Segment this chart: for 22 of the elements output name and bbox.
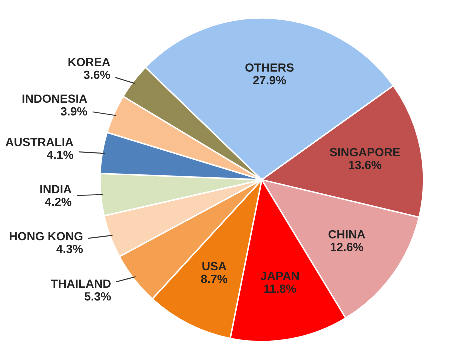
data-label: 13.6% [349, 160, 382, 170]
slice-label: INDONESIA [22, 94, 88, 104]
data-label: 11.8% [264, 284, 296, 294]
data-label: 3.9% [61, 107, 88, 116]
slice-label: KOREA [68, 58, 110, 66]
slice-label: HONG KONG [10, 232, 83, 241]
slice-label: JAPAN [260, 272, 300, 280]
slice-label: CHINA [328, 230, 366, 239]
data-label: 4.2% [45, 198, 72, 206]
data-label: 12.6% [330, 243, 364, 252]
slice-label: INDIA [40, 185, 72, 194]
slice-label: USA [202, 262, 227, 271]
slice-label: OTHERS [246, 64, 294, 72]
data-label: 27.9% [253, 76, 286, 85]
data-label: 3.6% [84, 70, 110, 80]
slice-label: THAILAND [51, 280, 111, 288]
data-label: 8.7% [201, 274, 228, 284]
slice-label: SINGAPORE [330, 148, 400, 157]
slice-label: AUSTRALIA [6, 138, 74, 147]
data-label: 4.1% [47, 150, 74, 160]
data-label: 4.3% [56, 244, 84, 254]
data-label: 5.3% [84, 292, 112, 301]
